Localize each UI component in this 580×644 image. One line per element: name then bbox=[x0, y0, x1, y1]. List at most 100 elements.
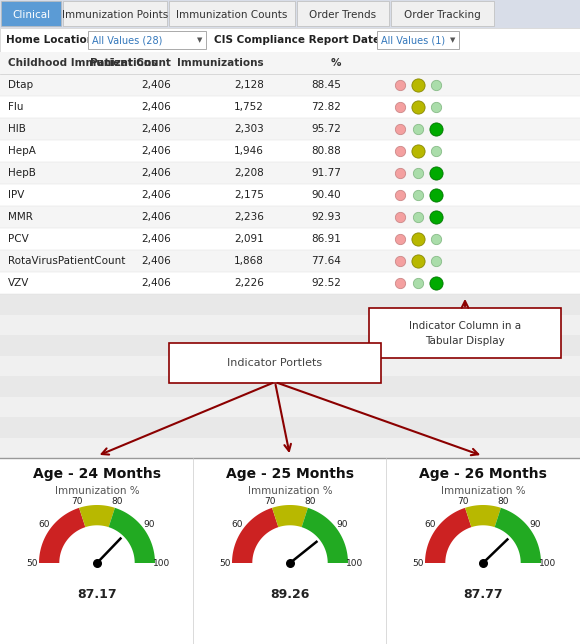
Text: 2,091: 2,091 bbox=[234, 234, 264, 244]
Text: 90: 90 bbox=[530, 520, 541, 529]
Text: 2,406: 2,406 bbox=[142, 102, 171, 112]
Bar bbox=[0, 118, 580, 140]
Bar bbox=[0, 417, 580, 437]
Text: 91.77: 91.77 bbox=[311, 168, 341, 178]
Point bbox=[432, 278, 441, 288]
Text: 70: 70 bbox=[457, 497, 469, 506]
Bar bbox=[0, 397, 580, 417]
Point bbox=[432, 102, 441, 112]
Text: Order Trends: Order Trends bbox=[310, 10, 376, 19]
Polygon shape bbox=[495, 508, 541, 563]
Bar bbox=[0, 96, 580, 118]
Point bbox=[396, 102, 405, 112]
FancyBboxPatch shape bbox=[169, 343, 381, 383]
Text: Immunization %: Immunization % bbox=[441, 486, 525, 496]
Text: 2,406: 2,406 bbox=[142, 278, 171, 288]
Text: 90: 90 bbox=[337, 520, 349, 529]
Text: Order Tracking: Order Tracking bbox=[404, 10, 481, 19]
Text: 80: 80 bbox=[111, 497, 123, 506]
Text: All Values (28): All Values (28) bbox=[92, 35, 162, 45]
Bar bbox=[169, 1, 295, 26]
Polygon shape bbox=[465, 505, 501, 527]
Bar bbox=[0, 355, 580, 376]
Text: 50: 50 bbox=[412, 558, 424, 567]
Bar bbox=[0, 294, 580, 314]
Bar bbox=[1, 1, 61, 26]
Text: 72.82: 72.82 bbox=[311, 102, 341, 112]
Bar bbox=[0, 28, 580, 52]
Polygon shape bbox=[232, 508, 278, 563]
Text: Patient Count: Patient Count bbox=[90, 58, 171, 68]
Point bbox=[414, 80, 423, 90]
Text: 80: 80 bbox=[304, 497, 316, 506]
Text: Age - 25 Months: Age - 25 Months bbox=[226, 467, 354, 481]
Text: 2,406: 2,406 bbox=[142, 256, 171, 266]
Text: ▼: ▼ bbox=[197, 37, 202, 43]
Text: 2,406: 2,406 bbox=[142, 146, 171, 156]
Text: MMR: MMR bbox=[8, 212, 33, 222]
Text: Home Location: Home Location bbox=[6, 35, 94, 45]
Point bbox=[396, 234, 405, 244]
Point bbox=[432, 146, 441, 156]
Bar bbox=[377, 31, 459, 49]
Polygon shape bbox=[39, 508, 85, 563]
Text: Indicator Portlets: Indicator Portlets bbox=[227, 358, 322, 368]
Point bbox=[432, 256, 441, 266]
Text: 80: 80 bbox=[497, 497, 509, 506]
Point bbox=[414, 190, 423, 200]
Text: Immunization %: Immunization % bbox=[248, 486, 332, 496]
Text: HIB: HIB bbox=[8, 124, 26, 134]
Text: 2,406: 2,406 bbox=[142, 234, 171, 244]
Text: 100: 100 bbox=[539, 558, 557, 567]
Point bbox=[396, 124, 405, 134]
Text: %: % bbox=[331, 58, 341, 68]
Polygon shape bbox=[425, 508, 472, 563]
Point bbox=[414, 124, 423, 134]
Text: 70: 70 bbox=[264, 497, 276, 506]
Point bbox=[92, 558, 101, 568]
Text: 87.17: 87.17 bbox=[77, 589, 117, 601]
Text: PCV: PCV bbox=[8, 234, 29, 244]
Text: 87.77: 87.77 bbox=[463, 589, 503, 601]
Text: Immunization %: Immunization % bbox=[55, 486, 139, 496]
Point bbox=[432, 80, 441, 90]
Text: 100: 100 bbox=[346, 558, 364, 567]
Text: Immunization Counts: Immunization Counts bbox=[176, 10, 288, 19]
Text: Clinical: Clinical bbox=[12, 10, 50, 19]
Text: IPV: IPV bbox=[8, 190, 24, 200]
Text: All Values (1): All Values (1) bbox=[381, 35, 445, 45]
Text: HepA: HepA bbox=[8, 146, 36, 156]
Text: 88.45: 88.45 bbox=[311, 80, 341, 90]
Bar bbox=[0, 184, 580, 206]
FancyBboxPatch shape bbox=[369, 308, 561, 358]
Bar bbox=[0, 437, 580, 458]
Text: 1,752: 1,752 bbox=[234, 102, 264, 112]
Bar bbox=[0, 74, 580, 96]
Bar bbox=[391, 1, 494, 26]
Bar bbox=[0, 314, 580, 335]
Text: Flu: Flu bbox=[8, 102, 24, 112]
Text: Age - 24 Months: Age - 24 Months bbox=[33, 467, 161, 481]
Bar bbox=[0, 376, 580, 397]
Text: 1,868: 1,868 bbox=[234, 256, 264, 266]
Point bbox=[414, 256, 423, 266]
Text: VZV: VZV bbox=[8, 278, 30, 288]
Text: Childhood Immunizations: Childhood Immunizations bbox=[8, 58, 157, 68]
Point bbox=[414, 234, 423, 244]
Text: 92.52: 92.52 bbox=[311, 278, 341, 288]
Bar bbox=[0, 458, 580, 644]
Text: HepB: HepB bbox=[8, 168, 36, 178]
Point bbox=[478, 558, 488, 568]
Text: 2,226: 2,226 bbox=[234, 278, 264, 288]
Text: 60: 60 bbox=[39, 520, 50, 529]
Text: Immunizations: Immunizations bbox=[177, 58, 264, 68]
Bar bbox=[63, 1, 167, 26]
Point bbox=[432, 190, 441, 200]
Text: CIS Compliance Report Date: CIS Compliance Report Date bbox=[214, 35, 380, 45]
Text: 70: 70 bbox=[71, 497, 83, 506]
Text: Age - 26 Months: Age - 26 Months bbox=[419, 467, 547, 481]
Text: 50: 50 bbox=[219, 558, 231, 567]
Text: Dtap: Dtap bbox=[8, 80, 33, 90]
Text: ▼: ▼ bbox=[450, 37, 455, 43]
Bar bbox=[0, 272, 580, 294]
